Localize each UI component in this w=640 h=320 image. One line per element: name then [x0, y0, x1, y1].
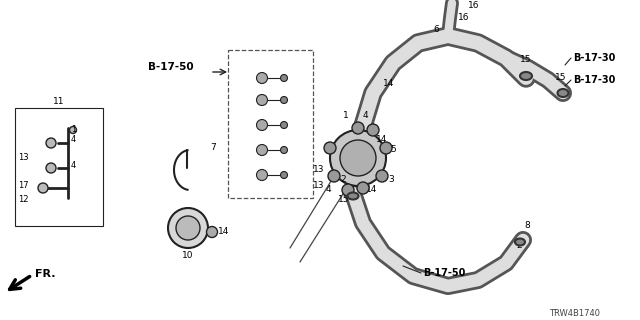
Text: 15: 15 — [520, 55, 531, 65]
Text: 10: 10 — [182, 252, 194, 260]
Circle shape — [280, 147, 287, 154]
Text: 17: 17 — [18, 181, 29, 190]
Text: 16: 16 — [458, 13, 470, 22]
Text: 1: 1 — [343, 111, 349, 121]
Circle shape — [376, 170, 388, 182]
Text: 8: 8 — [524, 221, 530, 230]
Text: 13: 13 — [313, 165, 324, 174]
Circle shape — [46, 138, 56, 148]
Circle shape — [352, 122, 364, 134]
Text: 1: 1 — [71, 125, 76, 134]
Circle shape — [330, 130, 386, 186]
Circle shape — [342, 184, 354, 196]
Text: 11: 11 — [53, 97, 65, 106]
Text: 4: 4 — [363, 111, 369, 121]
Circle shape — [176, 216, 200, 240]
Circle shape — [280, 75, 287, 82]
Circle shape — [280, 172, 287, 179]
Circle shape — [38, 183, 48, 193]
Text: 4: 4 — [326, 186, 332, 195]
Circle shape — [257, 119, 268, 131]
Circle shape — [357, 182, 369, 194]
Ellipse shape — [515, 238, 525, 245]
Text: FR.: FR. — [35, 269, 56, 279]
Text: 14: 14 — [383, 78, 394, 87]
Circle shape — [280, 122, 287, 129]
Text: 13: 13 — [313, 181, 324, 190]
Text: 16: 16 — [468, 2, 479, 11]
Text: 2: 2 — [340, 175, 346, 185]
Text: 12: 12 — [18, 196, 29, 204]
Circle shape — [207, 227, 218, 237]
Text: B-17-50: B-17-50 — [148, 62, 194, 72]
Text: TRW4B1740: TRW4B1740 — [549, 308, 600, 317]
Text: 5: 5 — [390, 146, 396, 155]
Circle shape — [257, 94, 268, 106]
Text: 3: 3 — [388, 175, 394, 185]
Circle shape — [257, 73, 268, 84]
Text: 9: 9 — [449, 0, 455, 1]
Circle shape — [280, 97, 287, 103]
Ellipse shape — [348, 193, 358, 199]
Text: 14: 14 — [218, 228, 229, 236]
Circle shape — [328, 170, 340, 182]
Text: B-17-30: B-17-30 — [573, 75, 616, 85]
Text: 15: 15 — [338, 196, 349, 204]
Ellipse shape — [557, 89, 568, 97]
Circle shape — [340, 140, 376, 176]
Circle shape — [380, 142, 392, 154]
Text: 15: 15 — [555, 74, 566, 83]
Text: 4: 4 — [71, 135, 76, 145]
Text: B-17-30: B-17-30 — [573, 53, 616, 63]
Circle shape — [257, 145, 268, 156]
Circle shape — [324, 142, 336, 154]
Text: 14: 14 — [366, 186, 378, 195]
Text: 13: 13 — [18, 154, 29, 163]
Circle shape — [257, 170, 268, 180]
Circle shape — [70, 126, 77, 133]
Bar — [228, 50, 313, 198]
Text: 4: 4 — [71, 162, 76, 171]
Text: B-17-50: B-17-50 — [423, 268, 465, 278]
Circle shape — [367, 124, 379, 136]
Circle shape — [46, 163, 56, 173]
Text: 7: 7 — [210, 143, 216, 153]
Circle shape — [168, 208, 208, 248]
Ellipse shape — [520, 72, 532, 80]
Text: 2: 2 — [516, 242, 522, 251]
Bar — [15, 108, 103, 226]
Text: 14: 14 — [376, 135, 387, 145]
Text: 6: 6 — [433, 26, 439, 35]
